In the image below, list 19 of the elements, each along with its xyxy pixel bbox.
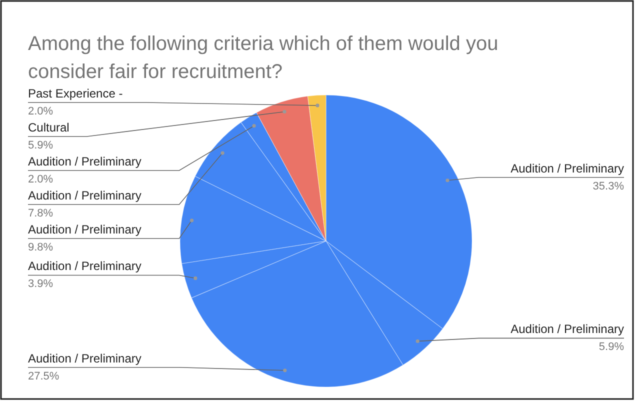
slice-label: Audition / Preliminary: [28, 188, 142, 202]
chart-title: Among the following criteria which of them would you consider fair for recruitment?: [28, 33, 498, 83]
data-label: 2.0%: [28, 105, 54, 118]
data-label: 7.8%: [28, 207, 54, 220]
data-label: 5.9%: [598, 341, 624, 354]
slice-label: Audition / Preliminary: [28, 259, 142, 274]
data-label: 9.8%: [28, 241, 54, 254]
slice-label: Past Experience -: [28, 86, 123, 100]
data-label: 3.9%: [28, 278, 54, 290]
data-label: 27.5%: [28, 370, 60, 382]
data-label: 2.0%: [28, 173, 54, 186]
slice-label: Audition / Preliminary: [510, 161, 624, 176]
slice-label: Audition / Preliminary: [28, 351, 142, 366]
slice-label: Audition / Preliminary: [510, 322, 624, 336]
data-label: 5.9%: [28, 139, 54, 152]
slice-label: Audition / Preliminary: [28, 222, 142, 236]
slice-label: Cultural: [28, 120, 70, 134]
slice-label: Audition / Preliminary: [28, 154, 142, 168]
data-label: 35.3%: [592, 180, 624, 192]
